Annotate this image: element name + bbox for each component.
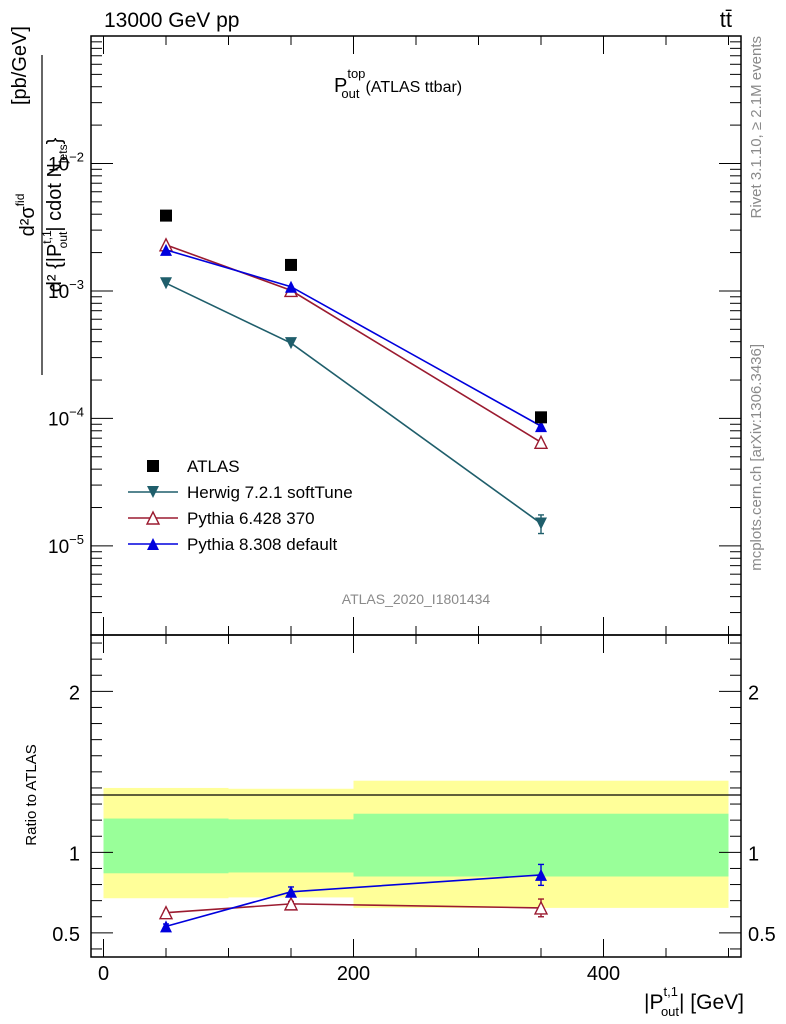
data-point <box>160 277 172 290</box>
legend-item: Pythia 6.428 370 <box>128 509 315 528</box>
ratio-point <box>285 885 297 898</box>
x-axis-label-sup: t,1 <box>663 984 677 999</box>
ratio-series-1 <box>160 863 547 933</box>
analysis-watermark: ATLAS_2020_I1801434 <box>342 591 491 607</box>
ratio-point <box>158 905 174 920</box>
ratio-y-tick-label-left: 1 <box>69 843 80 865</box>
data-point <box>535 420 547 433</box>
x-axis-label-suffix: | [GeV] <box>679 991 744 1014</box>
series-2 <box>158 237 549 449</box>
legend-item: ATLAS <box>147 457 240 476</box>
legend-label: ATLAS <box>187 457 240 476</box>
main-y-axis-label: d²σfid d² {|Pt,1 out| cdot Njets} [pb/GeV… <box>9 26 70 375</box>
mcplots-label: mcplots.cern.ch [arXiv:1306.3436] <box>748 344 765 571</box>
ratio-series-0 <box>158 896 549 920</box>
plot-title-sub: out <box>341 86 359 101</box>
series-0 <box>160 209 547 424</box>
legend-items: ATLAS Herwig 7.2.1 softTune Pythia 6.428 3… <box>128 457 353 554</box>
data-point <box>285 258 297 271</box>
series-1 <box>160 277 547 535</box>
ratio-series-layer <box>158 863 549 933</box>
ratio-y-tick-label-right: 1 <box>748 843 759 865</box>
ratio-point <box>533 900 549 915</box>
legend-item: Pythia 8.308 default <box>128 535 338 554</box>
data-point <box>535 411 547 424</box>
ratio-panel: 0.5 0.5 1 1 2 2 0 200 400 Ratio to ATLAS |Pt,1 o… <box>23 634 776 1019</box>
plot-title-main: P <box>334 75 347 97</box>
legend-marker <box>147 460 159 472</box>
ratio-y-tick-label-left: 0.5 <box>52 924 80 946</box>
legend-label: Herwig 7.2.1 softTune <box>187 483 353 502</box>
data-point <box>160 243 172 256</box>
ratio-x-tick-label: 400 <box>587 963 620 985</box>
main-y-tick-label: 10−5 <box>48 532 84 558</box>
ratio-bands <box>103 780 729 908</box>
main-y-tick-labels: 10−2 10−3 10−4 10−5 <box>48 149 84 557</box>
ratio-x-tick-label: 200 <box>337 963 370 985</box>
ratio-y-tick-label-right: 2 <box>748 682 759 704</box>
ratio-y-axis-label: Ratio to ATLAS <box>23 744 40 845</box>
ratio-y-tick-label-left: 2 <box>69 682 80 704</box>
legend-item: Herwig 7.2.1 softTune <box>128 483 353 502</box>
uncertainty-band-green <box>103 818 229 874</box>
main-y-tick-label: 10−3 <box>48 277 84 303</box>
legend: ATLAS Herwig 7.2.1 softTune Pythia 6.428 3… <box>128 457 353 554</box>
ratio-point <box>283 896 299 911</box>
data-point <box>285 337 297 350</box>
ratio-axis-ticks <box>91 635 741 957</box>
rivet-label: Rivet 3.1.10, ≥ 2.1M events <box>748 36 765 219</box>
ratio-point <box>160 920 172 933</box>
energy-label: 13000 GeV pp <box>104 9 239 32</box>
legend-marker <box>145 510 161 525</box>
x-axis-label: |Pt,1 out| [GeV] <box>644 984 744 1019</box>
ratio-y-tick-label-right: 0.5 <box>748 924 776 946</box>
series-3 <box>160 243 547 433</box>
legend-marker <box>147 486 159 498</box>
data-point <box>285 280 297 293</box>
series-line <box>165 249 542 427</box>
main-axis-ticks <box>91 35 741 636</box>
series-line <box>165 244 542 443</box>
plot-title-sup: top <box>347 66 365 81</box>
data-point <box>535 517 547 530</box>
plot-title: Ptop out (ATLAS ttbar) <box>334 66 462 101</box>
main-panel: 10−2 10−3 10−4 10−5 Ptop out (ATLAS ttbar) d²… <box>9 26 742 636</box>
ratio-x-tick-label: 0 <box>98 963 109 985</box>
main-y-tick-label: 10−2 <box>48 149 84 175</box>
plot-title-suffix: (ATLAS ttbar) <box>366 79 463 96</box>
svg-text:[pb/GeV]: [pb/GeV] <box>9 26 31 105</box>
x-axis-label-sub: out <box>661 1004 679 1019</box>
process-label: tt̄ <box>720 7 732 32</box>
ratio-point <box>535 868 547 881</box>
data-point <box>160 209 172 222</box>
svg-text:d²σfid: d²σfid <box>13 194 39 237</box>
uncertainty-band-green <box>228 819 354 873</box>
legend-label: Pythia 8.308 default <box>187 535 338 554</box>
x-axis-label-main: |P <box>644 991 663 1014</box>
data-point <box>533 434 549 449</box>
ratio-y-tick-labels: 0.5 0.5 1 1 2 2 <box>52 682 776 946</box>
legend-label: Pythia 6.428 370 <box>187 509 315 528</box>
legend-marker <box>147 538 159 550</box>
main-series-layer <box>158 209 549 535</box>
main-y-tick-label: 10−4 <box>48 404 84 430</box>
ratio-x-tick-labels: 0 200 400 <box>98 963 620 985</box>
